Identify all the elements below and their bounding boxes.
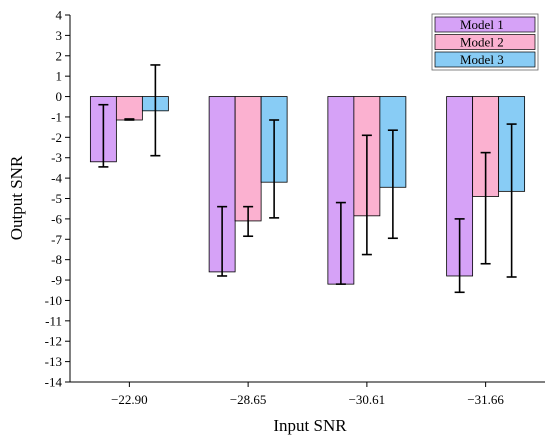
y-tick-label-15: -10: [45, 293, 62, 308]
bar-2-2: [234, 96, 262, 222]
y-tick-label-13: -8: [51, 252, 62, 267]
y-tick-label-12: -7: [51, 232, 62, 247]
y-tick-label-1: 4: [56, 8, 63, 23]
y-tick-label-6: -1: [51, 109, 62, 124]
x-tick-label-2: −28.65: [230, 392, 267, 407]
x-tick-label-3: −30.61: [349, 392, 386, 407]
y-tick-label-5: 0: [56, 89, 63, 104]
legend-label-1: Model 1: [460, 17, 504, 32]
legend-swatch-3: [434, 51, 536, 68]
legend-swatch-2: [434, 34, 536, 50]
error-bars-layer: [98, 64, 517, 294]
y-tick-label-7: -2: [51, 130, 62, 145]
x-tick-label-1: −22.90: [111, 392, 148, 407]
y-tick-label-10: -5: [51, 191, 62, 206]
bar-2-1: [115, 96, 143, 121]
ticks-layer: −22.90 −28.65 −30.61 −31.66 4 3 2 1 0 -1 -2 -3 -4 -5 -…: [45, 8, 505, 408]
y-tick-label-19: -14: [45, 375, 63, 390]
y-tick-label-9: -4: [51, 171, 62, 186]
y-tick-label-2: 3: [56, 28, 63, 43]
legend-label-2: Model 2: [460, 35, 504, 50]
y-tick-label-14: -9: [51, 273, 62, 288]
y-tick-label-17: -12: [45, 334, 62, 349]
y-tick-label-4: 1: [56, 69, 63, 84]
legend-swatch-1: [434, 16, 536, 33]
y-tick-label-16: -11: [45, 313, 62, 328]
x-axis-title: Input SNR: [273, 416, 347, 435]
y-axis-title: Output SNR: [7, 155, 26, 240]
y-tick-label-8: -3: [51, 150, 62, 165]
legend-label-3: Model 3: [460, 52, 504, 67]
legend: Model 1 Model 2 Model 3: [431, 13, 539, 71]
y-tick-label-3: 2: [56, 48, 63, 63]
y-tick-label-11: -6: [51, 211, 62, 226]
x-tick-label-4: −31.66: [467, 392, 504, 407]
y-tick-label-18: -13: [45, 354, 62, 369]
